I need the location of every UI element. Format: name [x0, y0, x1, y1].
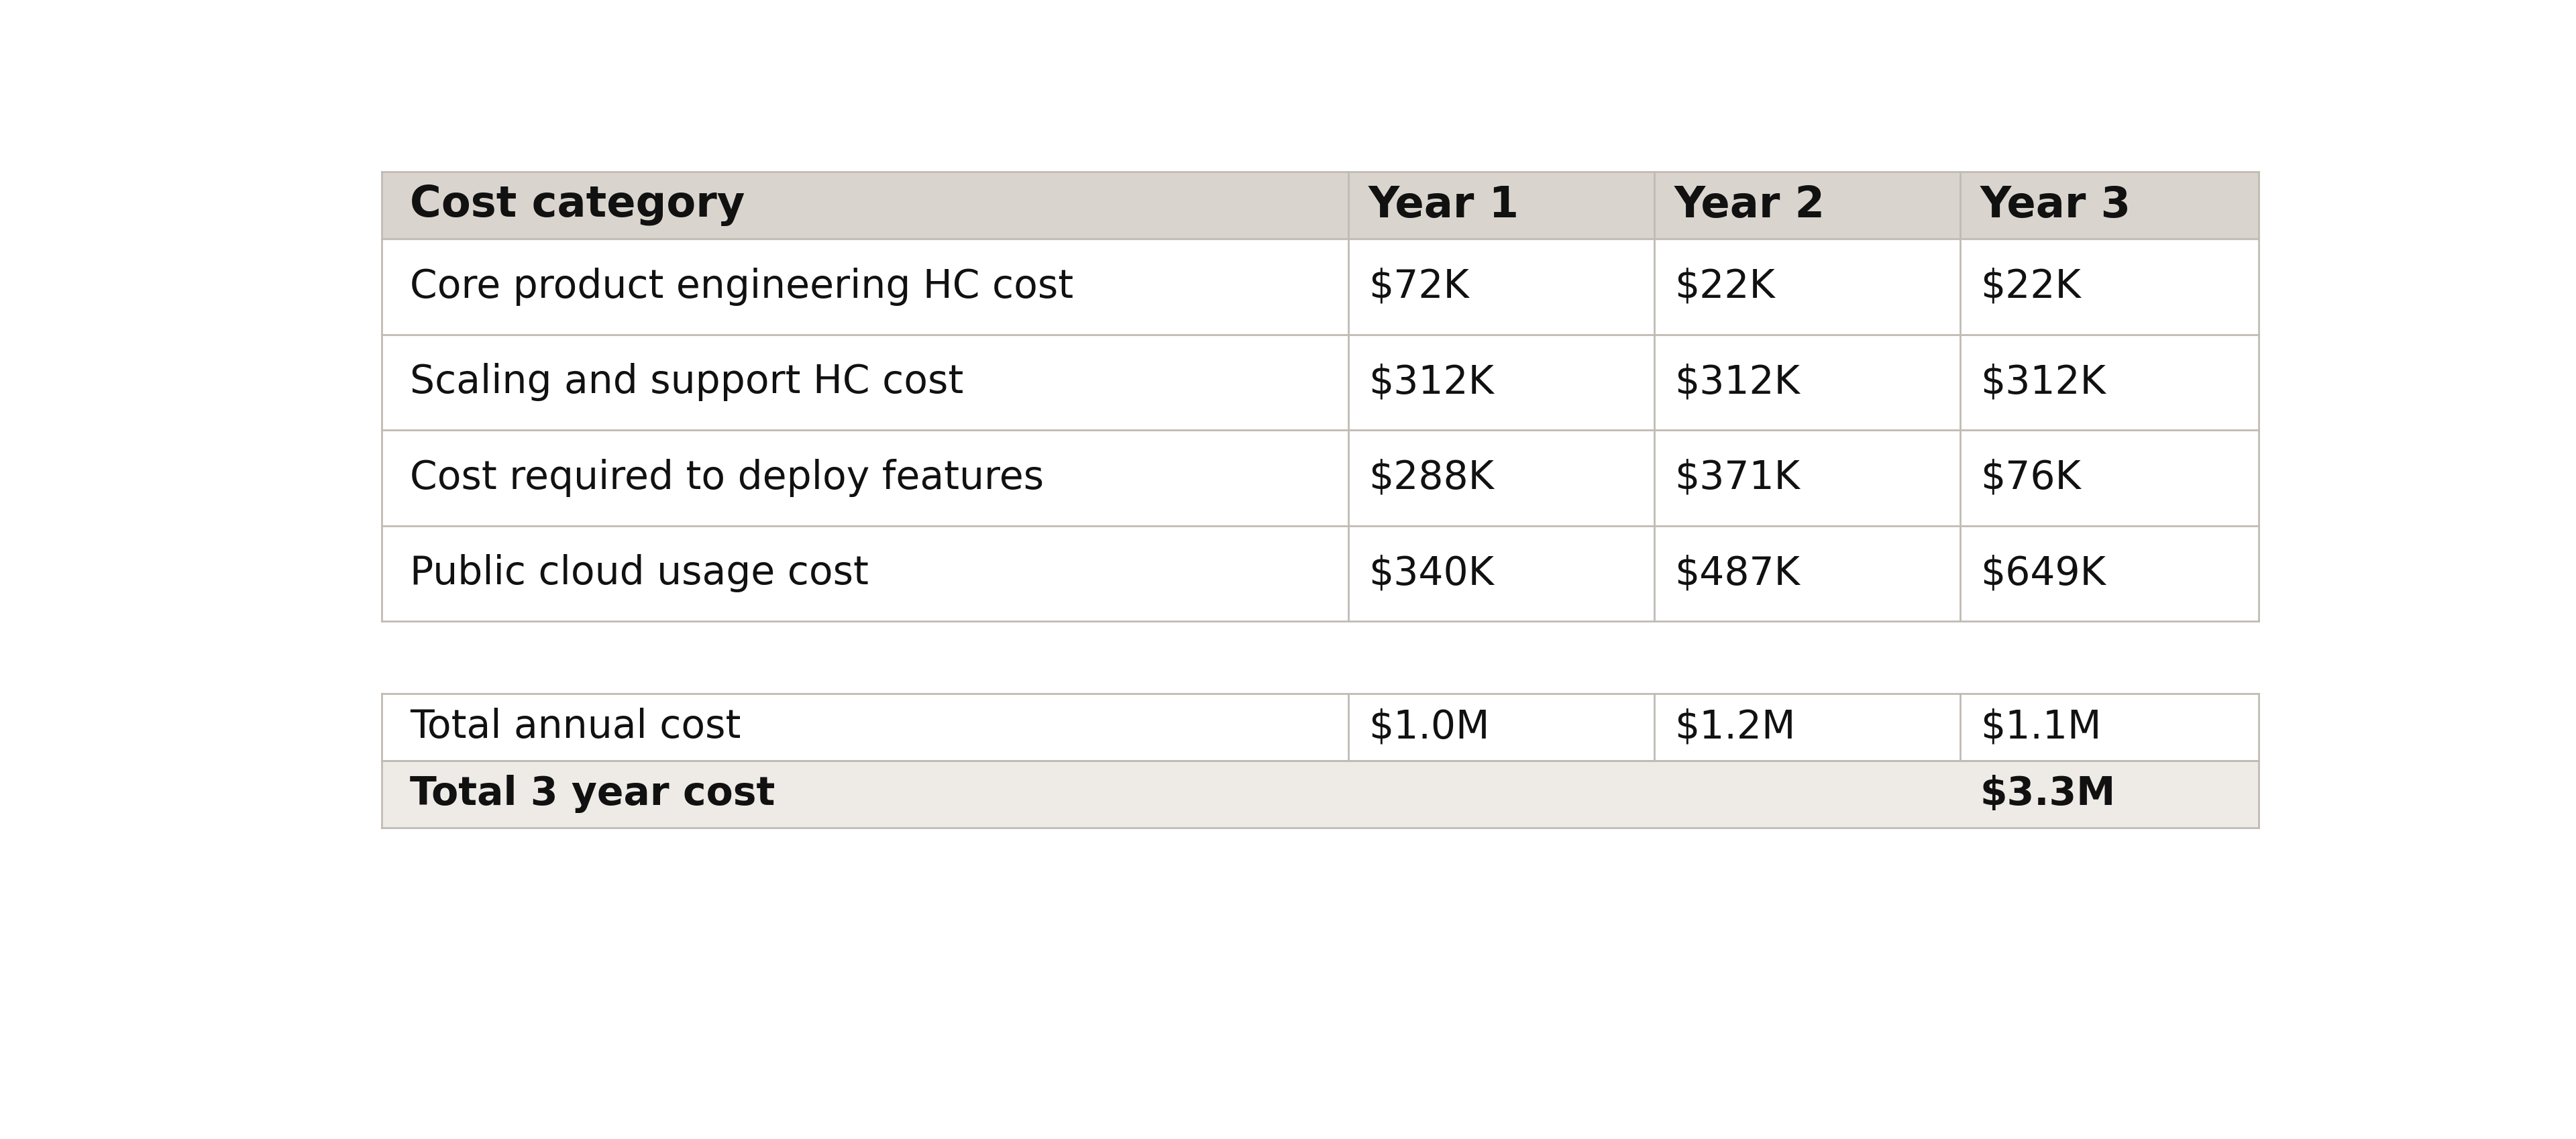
Text: $76K: $76K: [1981, 459, 2081, 497]
Text: $288K: $288K: [1368, 459, 1494, 497]
Text: $340K: $340K: [1368, 555, 1494, 592]
Bar: [1347, 761, 1654, 828]
Text: Year 2: Year 2: [1674, 185, 1826, 227]
Bar: [1347, 172, 1654, 239]
Text: $487K: $487K: [1674, 555, 1801, 592]
Text: Cost required to deploy features: Cost required to deploy features: [410, 459, 1043, 497]
Bar: [1347, 694, 1654, 761]
Bar: [1654, 694, 1960, 761]
Text: $649K: $649K: [1981, 555, 2105, 592]
Text: $3.3M: $3.3M: [1981, 775, 2115, 813]
Text: Year 1: Year 1: [1368, 185, 1520, 227]
Bar: [381, 694, 1347, 761]
Text: $1.0M: $1.0M: [1368, 708, 1489, 746]
Bar: [1654, 761, 1960, 828]
Text: $22K: $22K: [1981, 268, 2081, 305]
Text: $312K: $312K: [1368, 363, 1494, 401]
Bar: [381, 761, 1347, 828]
Text: Total annual cost: Total annual cost: [410, 708, 742, 746]
Text: $1.1M: $1.1M: [1981, 708, 2102, 746]
Text: Core product engineering HC cost: Core product engineering HC cost: [410, 268, 1074, 305]
Text: Year 3: Year 3: [1981, 185, 2130, 227]
Text: $22K: $22K: [1674, 268, 1775, 305]
Bar: [1654, 172, 1960, 239]
Text: $312K: $312K: [1674, 363, 1801, 401]
Bar: [1960, 761, 2259, 828]
Text: $312K: $312K: [1981, 363, 2105, 401]
Text: Cost category: Cost category: [410, 185, 744, 227]
Text: Public cloud usage cost: Public cloud usage cost: [410, 555, 868, 592]
Text: Total 3 year cost: Total 3 year cost: [410, 775, 775, 813]
Text: Scaling and support HC cost: Scaling and support HC cost: [410, 363, 963, 401]
Text: $1.2M: $1.2M: [1674, 708, 1795, 746]
Bar: [1960, 694, 2259, 761]
Bar: [381, 172, 1347, 239]
Text: $72K: $72K: [1368, 268, 1468, 305]
Text: $371K: $371K: [1674, 459, 1801, 497]
Bar: [1960, 172, 2259, 239]
